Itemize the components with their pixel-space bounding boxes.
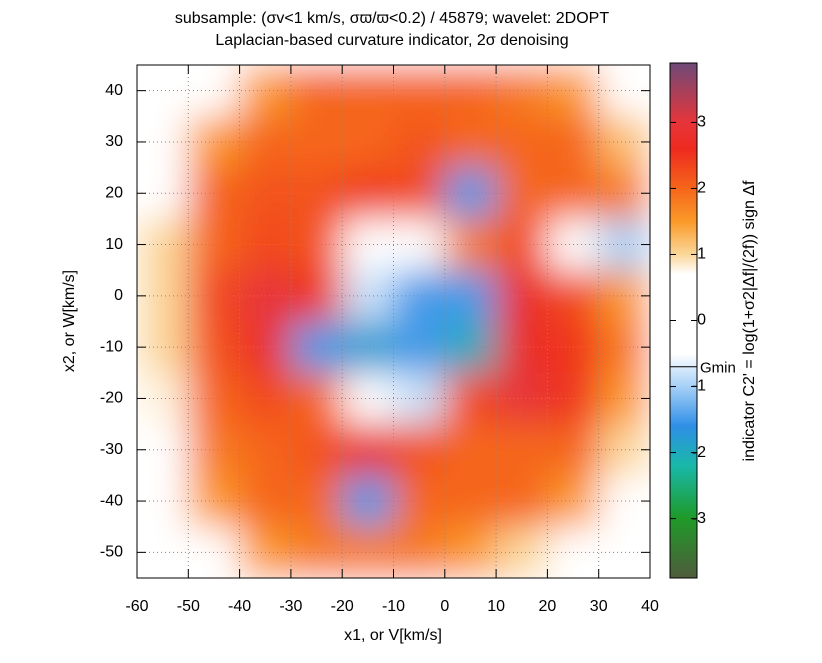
heat-cell — [496, 321, 549, 374]
heat-cell — [137, 116, 190, 169]
y-axis-label: x2, or W[km/s] — [61, 270, 78, 372]
x-tick-label: 30 — [590, 598, 608, 615]
heat-cell — [188, 372, 241, 426]
heat-cell — [444, 116, 498, 169]
y-tick-label: -50 — [100, 544, 123, 561]
x-axis-label: x1, or V[km/s] — [344, 627, 442, 644]
y-tick-label: -20 — [100, 390, 123, 407]
heat-cell — [496, 270, 549, 323]
heat-cell — [290, 116, 344, 169]
heat-cell — [342, 65, 395, 118]
heat-cell — [496, 526, 549, 578]
y-tick-label: -30 — [100, 441, 123, 458]
x-tick-label: 10 — [487, 598, 505, 615]
colorbar-tick-label: -1 — [692, 378, 706, 395]
y-tick-label: 30 — [105, 133, 123, 150]
gmin-label: Gmin — [700, 360, 736, 377]
colorbar-tick-label: 2 — [697, 180, 706, 197]
heat-cell — [342, 321, 395, 374]
axes: -60 -50 -40 -30 -20 -10 0 10 20 30 40 -50 -40 -30 -20 -… — [100, 64, 659, 615]
heat-cell — [188, 475, 241, 528]
heat-cell — [342, 475, 395, 528]
heat-cell — [393, 116, 446, 169]
heat-cell — [547, 116, 600, 169]
x-tick-label: -60 — [125, 598, 148, 615]
colorbar-label: indicator C2' = log(1+σ2|Δf|/(2f)) sign … — [741, 180, 758, 462]
y-tick-label: 40 — [105, 82, 123, 99]
heat-cell — [342, 526, 395, 578]
heat-cell — [598, 116, 650, 169]
y-tick-label: -40 — [100, 492, 123, 509]
colorbar-tick-label: -2 — [692, 444, 706, 461]
heat-cell — [188, 116, 241, 169]
y-tick-label: 10 — [105, 236, 123, 253]
heat-cell — [342, 424, 395, 477]
heat-cell — [188, 65, 241, 118]
heat-cell — [342, 116, 395, 169]
x-tick-label: -30 — [279, 598, 302, 615]
x-tick-label: -50 — [177, 598, 200, 615]
colorbar-tick-label: 1 — [697, 246, 706, 263]
plot-frame — [136, 64, 651, 579]
heat-cell — [188, 321, 241, 374]
heat-cell — [188, 526, 241, 578]
heat-cell — [342, 372, 395, 426]
chart-title: subsample: (σv<1 km/s, σϖ/ϖ<0.2) / 45879… — [175, 10, 609, 27]
heat-cell — [496, 475, 549, 528]
chart-subtitle: Laplacian-based curvature indicator, 2σ … — [215, 32, 568, 49]
heat-cell — [496, 372, 549, 426]
x-tick-label: 40 — [641, 598, 659, 615]
heat-cell — [342, 270, 395, 323]
y-tick-label: -10 — [100, 338, 123, 355]
heat-cell — [342, 218, 395, 272]
colorbar-tick-label: -3 — [692, 510, 706, 527]
y-tick-label: 0 — [114, 287, 123, 304]
x-tick-label: 0 — [440, 598, 449, 615]
x-tick-label: -20 — [331, 598, 354, 615]
x-tick-label: -40 — [228, 598, 251, 615]
heat-cell — [496, 65, 549, 118]
heat-cell — [188, 270, 241, 323]
heat-cell — [342, 167, 395, 220]
heat-cell — [239, 116, 292, 169]
heat-cell — [496, 218, 549, 272]
heat-cell — [496, 167, 549, 220]
x-tick-label: 20 — [539, 598, 557, 615]
heat-cell — [188, 167, 241, 220]
heat-cell — [188, 218, 241, 272]
heat-cell — [496, 424, 549, 477]
heat-cell — [188, 424, 241, 477]
colorbar-tick-label: 0 — [697, 312, 706, 329]
x-tick-label: -10 — [382, 598, 405, 615]
heat-cell — [496, 116, 549, 169]
colorbar-tick-label: 3 — [697, 114, 706, 131]
y-tick-label: 20 — [105, 184, 123, 201]
